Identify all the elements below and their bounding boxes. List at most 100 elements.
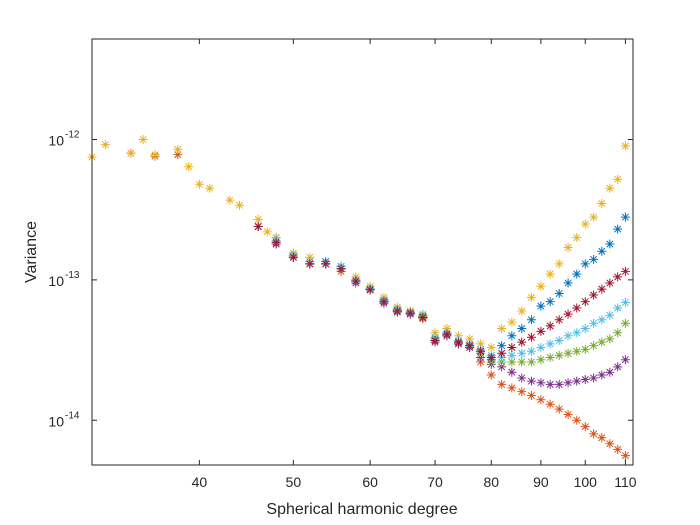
data-point	[605, 239, 615, 249]
data-point	[580, 219, 590, 229]
x-tick-label: 80	[483, 474, 499, 490]
y-tick-exponent: -13	[65, 270, 80, 281]
y-tick-exponent: -14	[65, 410, 80, 421]
data-point	[321, 259, 331, 269]
data-point	[526, 376, 536, 386]
data-point	[526, 292, 536, 302]
plot-frame	[91, 38, 634, 466]
data-point	[563, 309, 573, 319]
data-point	[271, 237, 281, 247]
y-tick-label: 10	[48, 413, 64, 429]
data-point	[613, 174, 623, 184]
x-tick-label: 50	[286, 474, 302, 490]
data-point	[517, 306, 527, 316]
data-point	[100, 140, 110, 150]
data-point	[563, 348, 573, 358]
data-point	[305, 259, 315, 269]
data-point	[253, 222, 263, 232]
x-tick-label: 60	[362, 474, 378, 490]
data-point	[486, 357, 496, 367]
data-point	[605, 278, 615, 288]
data-point	[613, 328, 623, 338]
x-tick-label: 110	[614, 474, 637, 490]
data-point	[517, 337, 527, 347]
data-point	[589, 318, 599, 328]
data-point	[536, 326, 546, 336]
data-point	[497, 341, 507, 351]
data-point	[486, 342, 496, 352]
x-tick-label: 70	[427, 474, 443, 490]
y-tick-label: 10	[48, 133, 64, 149]
data-points	[87, 135, 630, 461]
data-point	[580, 297, 590, 307]
data-point	[418, 312, 428, 322]
x-axis: 40 50 60 70 80 90 100 110	[192, 39, 637, 490]
data-point	[545, 399, 555, 409]
data-point	[605, 334, 615, 344]
data-point	[597, 284, 607, 294]
data-point	[173, 144, 183, 154]
data-point	[526, 346, 536, 356]
data-point	[620, 266, 630, 276]
x-tick-label: 100	[574, 474, 598, 490]
data-point	[597, 370, 607, 380]
y-tick-exponent: -12	[65, 130, 80, 141]
data-point	[497, 324, 507, 334]
data-point	[580, 259, 590, 269]
data-point	[507, 350, 517, 360]
data-point	[526, 391, 536, 401]
data-point	[589, 290, 599, 300]
data-point	[545, 379, 555, 389]
data-point	[442, 329, 452, 339]
data-point	[597, 199, 607, 209]
data-point	[150, 150, 160, 160]
data-point	[497, 357, 507, 367]
data-point	[205, 183, 215, 193]
data-point	[536, 395, 546, 405]
y-axis-label: Variance	[23, 221, 40, 283]
data-point	[507, 317, 517, 327]
data-point	[225, 195, 235, 205]
data-point	[605, 183, 615, 193]
data-point	[563, 243, 573, 253]
data-point	[351, 276, 361, 286]
data-point	[234, 200, 244, 210]
data-point	[517, 373, 527, 383]
data-point	[589, 341, 599, 351]
data-point	[580, 422, 590, 432]
data-point	[517, 357, 527, 367]
data-point	[580, 344, 590, 354]
data-point	[589, 254, 599, 264]
data-point	[173, 150, 183, 160]
data-point	[536, 281, 546, 291]
data-point	[572, 303, 582, 313]
data-point	[526, 315, 536, 325]
data-point	[497, 379, 507, 389]
x-tick-label: 40	[192, 474, 208, 490]
data-point	[392, 306, 402, 316]
data-point	[597, 246, 607, 256]
data-point	[465, 341, 475, 351]
data-point	[507, 357, 517, 367]
data-point	[476, 346, 486, 356]
data-point	[554, 335, 564, 345]
data-point	[563, 331, 573, 341]
data-point	[597, 337, 607, 347]
data-point	[430, 328, 440, 338]
data-point	[536, 355, 546, 365]
data-point	[554, 379, 564, 389]
data-point	[126, 148, 136, 158]
data-point	[620, 141, 630, 151]
data-point	[620, 355, 630, 365]
data-point	[620, 451, 630, 461]
data-point	[138, 135, 148, 145]
plot-background	[92, 39, 633, 465]
data-point	[620, 298, 630, 308]
data-point	[554, 404, 564, 414]
data-point	[507, 367, 517, 377]
data-point	[453, 331, 463, 341]
data-point	[379, 297, 389, 307]
data-point	[597, 433, 607, 443]
